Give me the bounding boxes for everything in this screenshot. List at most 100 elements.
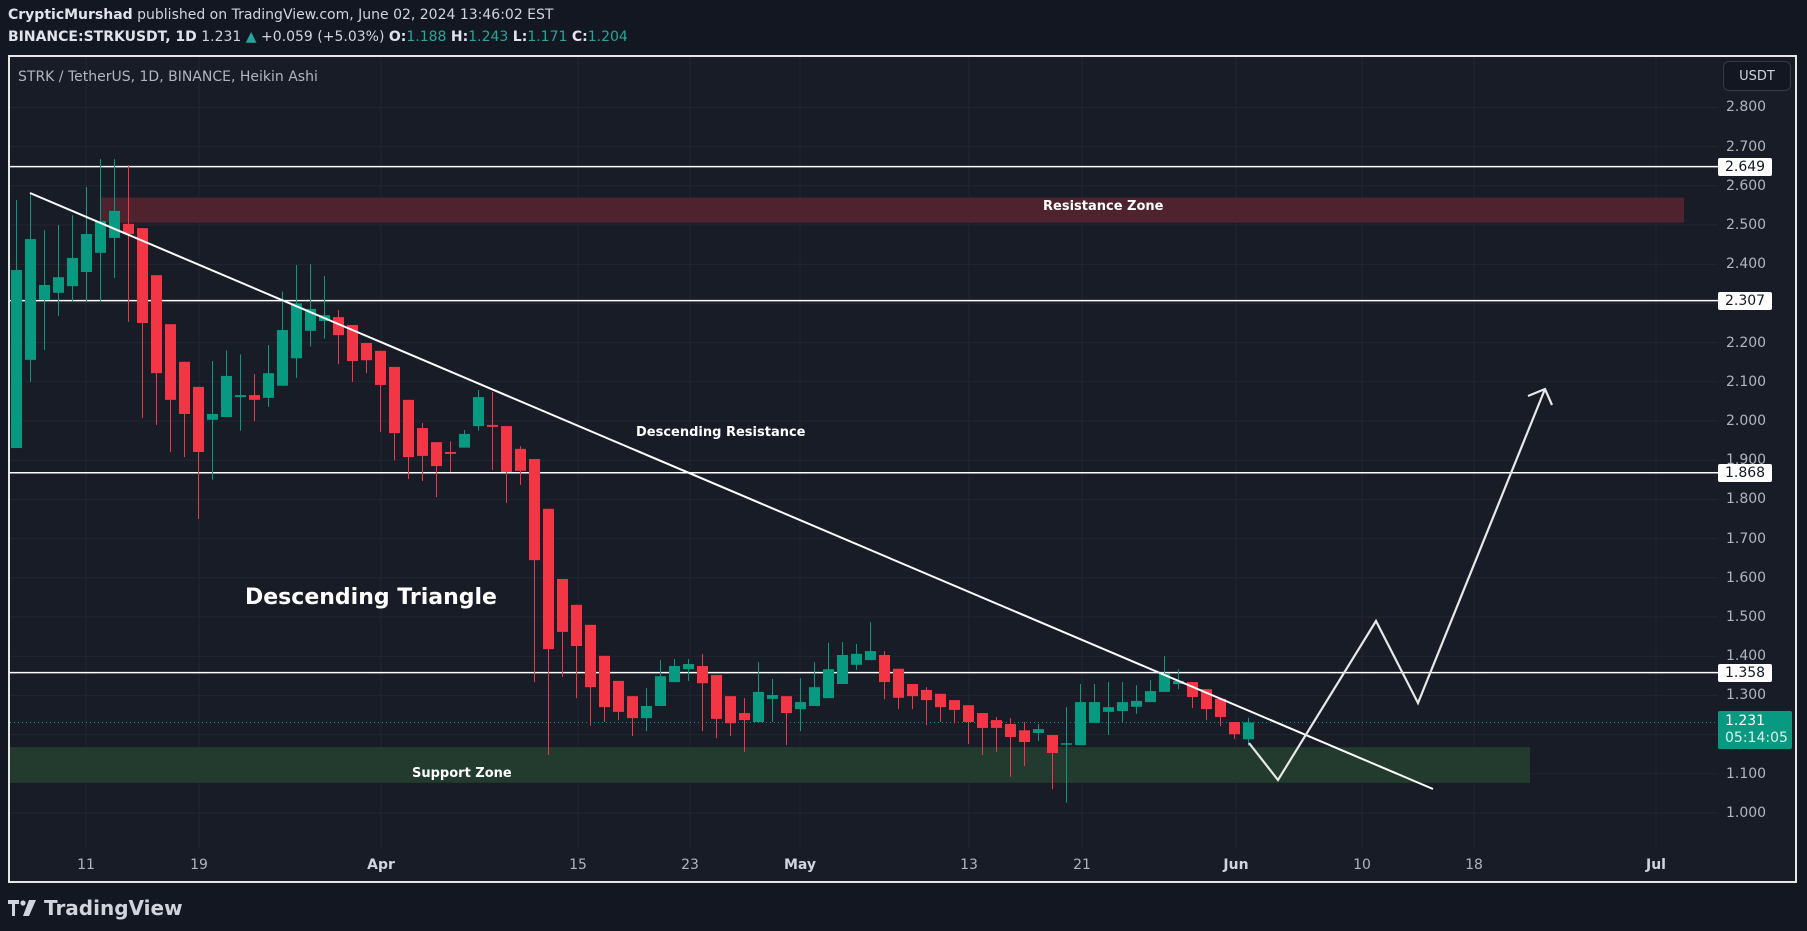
candle-body xyxy=(599,655,610,708)
candle-body xyxy=(53,277,64,293)
current-price: 1.231 xyxy=(1725,713,1766,729)
candle-body xyxy=(991,720,1002,728)
candle-body xyxy=(767,695,778,699)
candle-body xyxy=(123,223,134,235)
candle-body xyxy=(1145,691,1156,703)
candle-body xyxy=(641,705,652,719)
price-tick: 2.700 xyxy=(1726,138,1767,155)
descending-resistance-label: Descending Resistance xyxy=(636,425,806,440)
candle-body xyxy=(1215,698,1226,717)
price-tick: 2.200 xyxy=(1726,334,1767,351)
candle-body xyxy=(949,700,960,710)
pattern-label: Descending Triangle xyxy=(245,585,497,610)
candle-body xyxy=(543,508,554,650)
candle-body xyxy=(459,433,470,448)
price-tick: 2.400 xyxy=(1726,256,1767,273)
high-label: H: xyxy=(450,29,469,45)
candle-body xyxy=(837,655,848,685)
date-tick: May xyxy=(783,857,817,873)
candle-body xyxy=(529,459,540,561)
date-tick: 18 xyxy=(1465,857,1483,873)
bar-countdown: 05:14:05 xyxy=(1725,730,1788,746)
date-tick: 15 xyxy=(569,857,587,873)
candle-body xyxy=(95,221,106,253)
candle-body xyxy=(1201,689,1212,710)
price-tick: 1.800 xyxy=(1726,491,1767,508)
candle-body xyxy=(333,317,344,336)
candle-body xyxy=(431,442,442,467)
candle-body xyxy=(1047,734,1058,754)
published-text: published on TradingView.com, June 02, 2… xyxy=(137,7,554,23)
candle-body xyxy=(1187,682,1198,697)
candle-body xyxy=(921,689,932,701)
candle-body xyxy=(683,664,694,670)
candle-body xyxy=(501,426,512,472)
price-tick: 1.000 xyxy=(1726,805,1767,821)
support-zone-label: Support Zone xyxy=(412,766,512,781)
candle-body xyxy=(389,366,400,434)
high-value: 1.243 xyxy=(468,29,509,45)
candle-body xyxy=(1089,702,1100,723)
price-level-label: 1.358 xyxy=(1718,663,1773,682)
low-label: L: xyxy=(512,29,528,45)
close-label: C: xyxy=(571,29,588,45)
candle-body xyxy=(249,395,260,400)
projection-arrow-path xyxy=(1248,388,1547,782)
candle-body xyxy=(137,228,148,323)
date-tick: Apr xyxy=(367,857,395,873)
price-tick: 2.800 xyxy=(1726,99,1767,116)
date-tick: 13 xyxy=(960,857,978,873)
symbol: BINANCE:STRKUSDT, 1D xyxy=(8,29,197,45)
arrow-head-icon xyxy=(1527,387,1554,406)
currency-button[interactable]: USDT xyxy=(1723,61,1791,91)
candle-body xyxy=(1159,673,1170,692)
candle-body xyxy=(347,324,358,362)
candle-body xyxy=(81,234,92,273)
last-price: 1.231 xyxy=(201,29,242,45)
candle-body xyxy=(1243,722,1254,740)
tradingview-logo-icon xyxy=(8,900,36,916)
candle-body xyxy=(907,684,918,697)
candle-body xyxy=(1061,743,1072,745)
candle-body xyxy=(1229,722,1240,735)
author-name[interactable]: CrypticMurshad xyxy=(8,7,133,23)
candle-body xyxy=(879,655,890,683)
price-level-label: 1.868 xyxy=(1718,463,1773,482)
date-tick: 23 xyxy=(681,857,699,873)
support-zone xyxy=(10,747,1530,783)
candle-body xyxy=(963,705,974,723)
chart-legend: STRK / TetherUS, 1D, BINANCE, Heikin Ash… xyxy=(18,69,318,85)
candle-body xyxy=(795,702,806,710)
candle-body xyxy=(865,651,876,661)
candle-body xyxy=(739,713,750,721)
candle-body xyxy=(487,424,498,427)
candle-body xyxy=(977,713,988,728)
price-tick: 2.000 xyxy=(1726,413,1767,429)
chart-frame[interactable] xyxy=(8,55,1797,883)
low-value: 1.171 xyxy=(527,29,568,45)
tradingview-logo[interactable]: TradingView xyxy=(8,896,183,920)
date-tick: Jun xyxy=(1223,857,1249,873)
candle-body xyxy=(1075,702,1086,746)
candle-body xyxy=(669,666,680,683)
candle-body xyxy=(305,308,316,331)
candle-body xyxy=(571,604,582,647)
candle-body xyxy=(263,373,274,398)
candle-body xyxy=(25,239,36,360)
candle-body xyxy=(445,451,456,454)
price-tick: 1.700 xyxy=(1726,530,1767,547)
candle-body xyxy=(515,448,526,471)
candle-body xyxy=(627,696,638,719)
date-tick: 11 xyxy=(77,857,95,873)
candle-body xyxy=(193,386,204,452)
candle-body xyxy=(179,361,190,414)
open-label: O: xyxy=(388,29,407,45)
candle-body xyxy=(417,428,428,456)
candle-body xyxy=(1019,730,1030,743)
price-tick: 2.500 xyxy=(1726,217,1767,233)
resistance-zone-label: Resistance Zone xyxy=(1043,199,1164,214)
date-tick: Jul xyxy=(1646,857,1666,873)
candle-body xyxy=(39,284,50,300)
candle-body xyxy=(1103,707,1114,712)
